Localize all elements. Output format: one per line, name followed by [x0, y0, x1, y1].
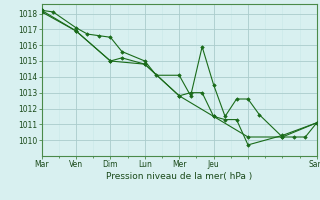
X-axis label: Pression niveau de la mer( hPa ): Pression niveau de la mer( hPa )	[106, 172, 252, 181]
